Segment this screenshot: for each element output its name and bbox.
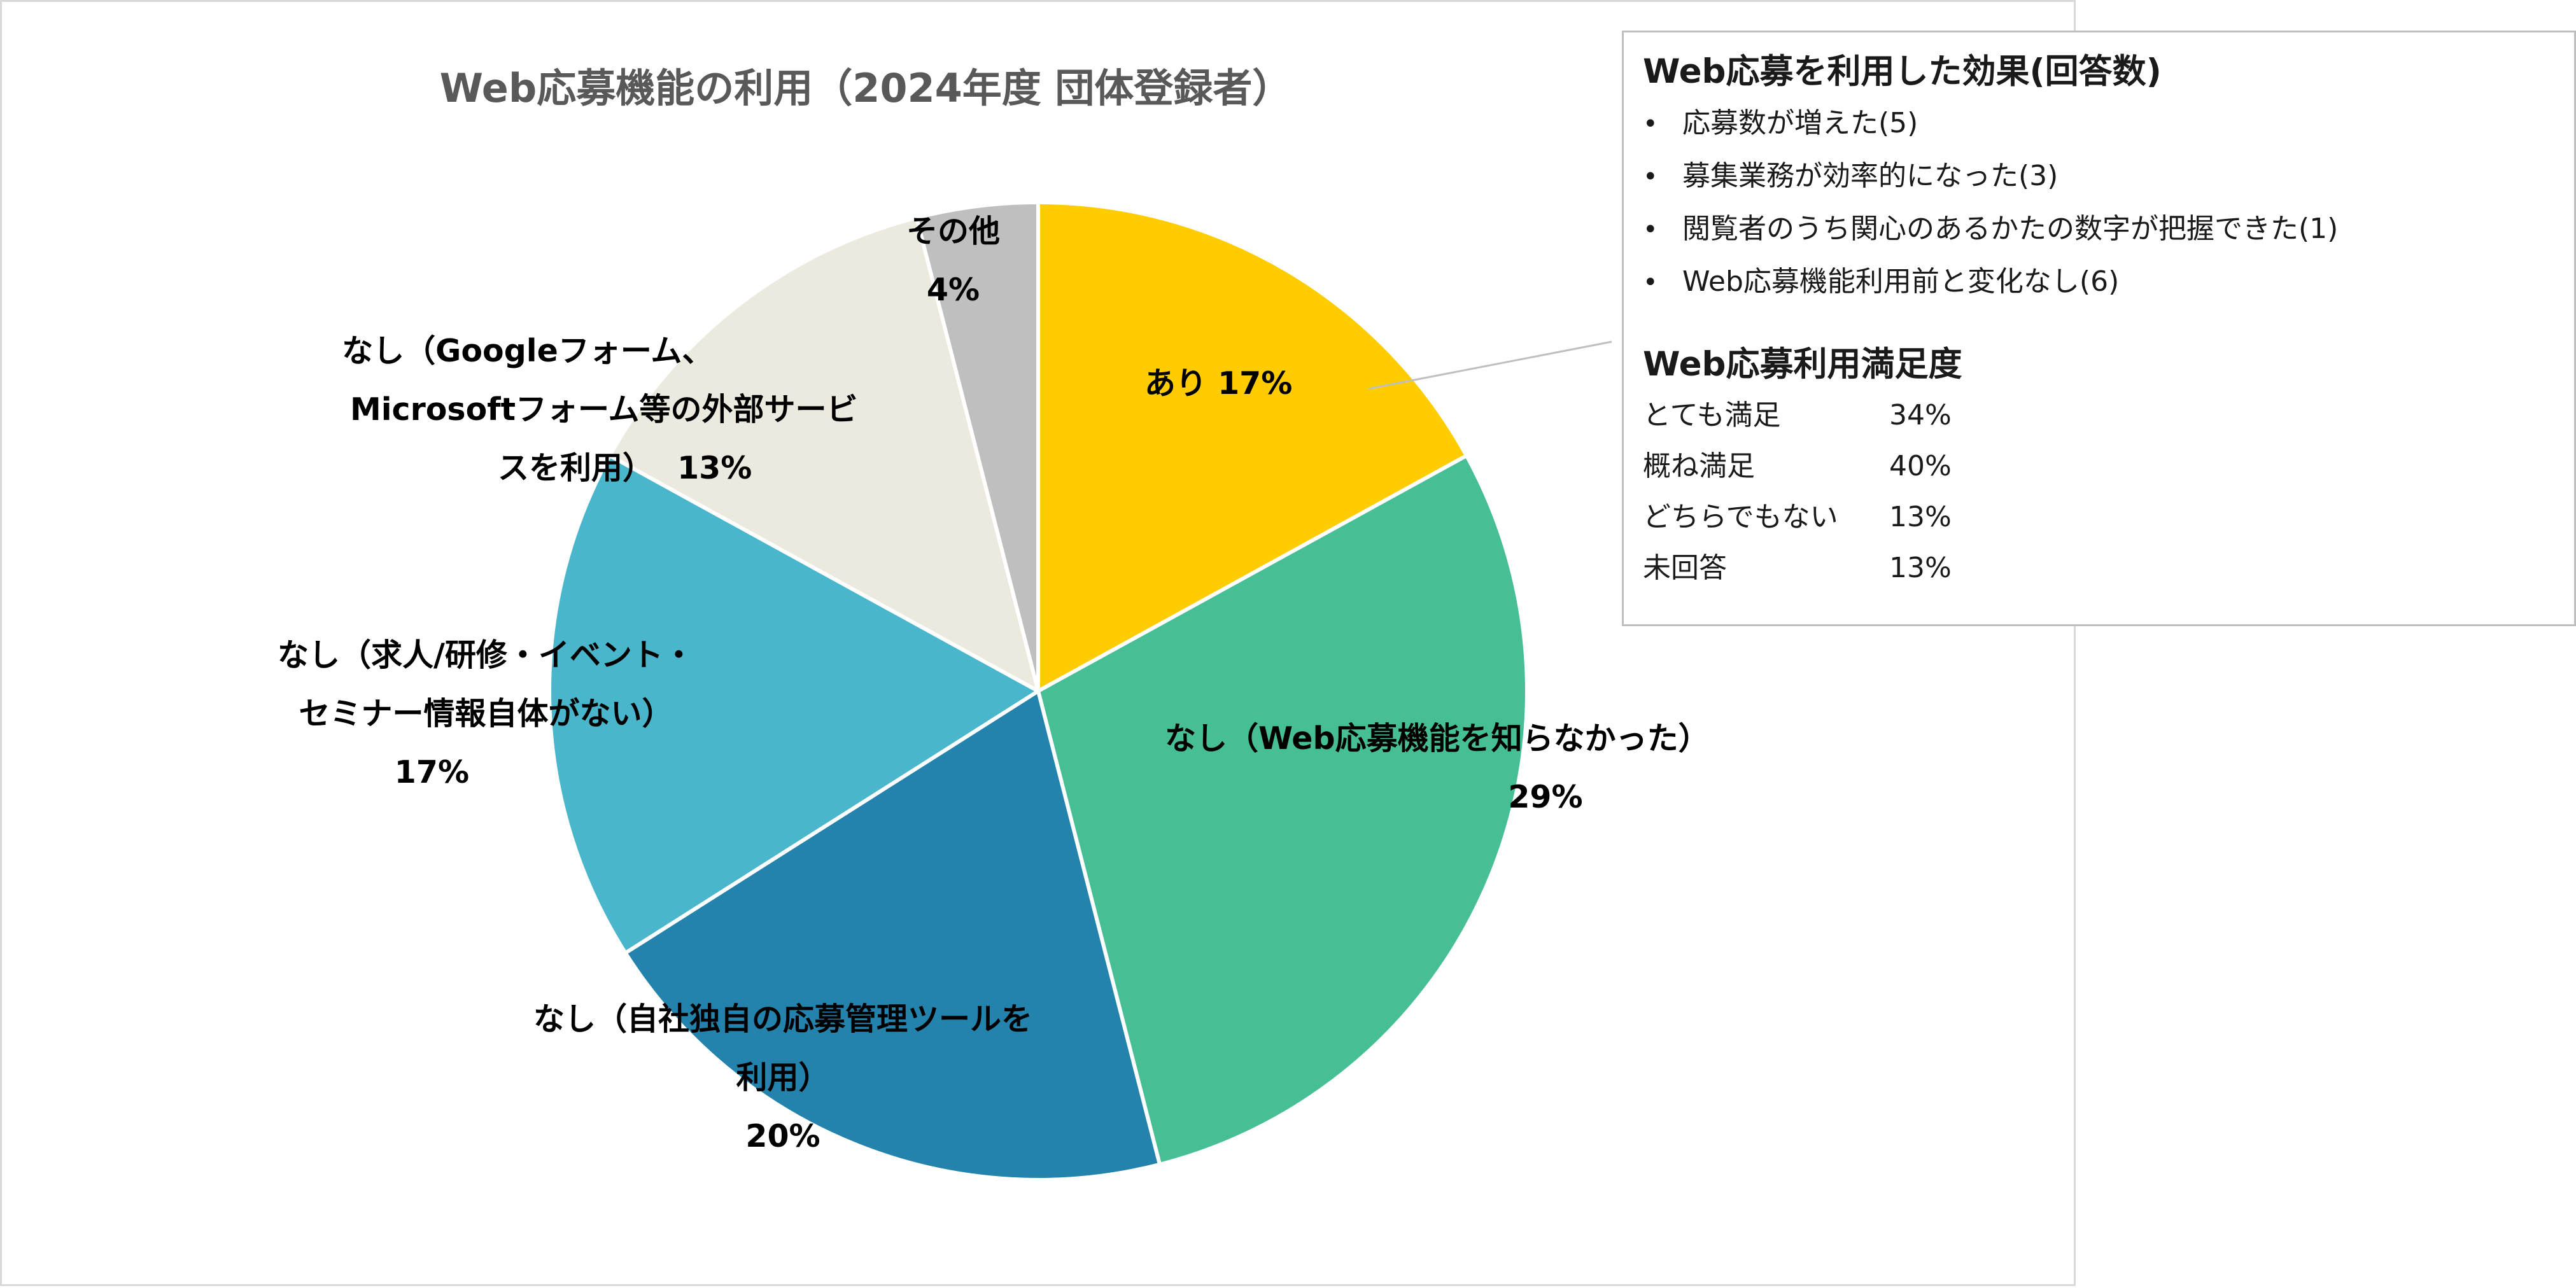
pie-slice-3: [547, 454, 1040, 955]
effect-text: Web応募機能利用前と変化なし(6): [1682, 265, 2120, 298]
chart-title: Web応募機能の利用（2024年度 団体登録者）: [439, 65, 1292, 111]
slice-label-no-info: なし（求人/研修・イベント・ セミナー情報自体がない） 17%: [278, 626, 694, 802]
satisfaction-label: 未回答: [1643, 552, 1727, 584]
pie-slice-2: [623, 689, 1162, 1182]
pie-slice-0: [1036, 200, 1468, 693]
satisfaction-row: 概ね満足 40%: [1643, 441, 2574, 492]
effects-info-box: Web応募を利用した効果(回答数) • 応募数が増えた(5) • 募集業務が効率的に…: [1622, 31, 2576, 626]
list-item: • 応募数が増えた(5): [1643, 97, 2574, 150]
list-item: • 閲覧者のうち関心のあるかたの数字が把握できた(1): [1643, 203, 2574, 256]
slice-label-value: 20%: [745, 1118, 820, 1154]
slice-label-text: あり: [1144, 365, 1207, 402]
satisfaction-row: 未回答 13%: [1643, 543, 2574, 594]
bullet-icon: •: [1643, 162, 1658, 192]
slice-label-text: なし（求人/研修・イベント・: [278, 637, 694, 673]
slice-label-value: 4%: [926, 272, 980, 308]
slice-label-external: なし（Googleフォーム、 Microsoftフォーム等の外部サービ: [342, 322, 858, 439]
slice-label-other: その他 4%: [906, 202, 1000, 319]
pie-slice-4: [607, 216, 1040, 693]
slice-label-value: 29%: [1508, 779, 1583, 815]
satisfaction-label: とても満足: [1643, 399, 1781, 431]
slice-label-value: 13%: [677, 450, 752, 486]
effects-list: • 応募数が増えた(5) • 募集業務が効率的になった(3) • 閲覧者のうち関心のあ…: [1643, 97, 2574, 309]
leader-line: [1368, 340, 1612, 390]
slice-label-value: 17%: [394, 754, 470, 790]
slice-label-external-line3: スを利用） 13%: [498, 439, 752, 498]
satisfaction-value: 34%: [1889, 399, 1952, 431]
slice-label-text: なし（Googleフォーム、: [342, 333, 714, 369]
satisfaction-heading: Web応募利用満足度: [1643, 345, 1962, 384]
effects-heading: Web応募を利用した効果(回答数): [1643, 52, 2162, 91]
satisfaction-value: 13%: [1889, 552, 1952, 584]
slice-label-unaware: なし（Web応募機能を知らなかった） 29%: [1165, 710, 1710, 827]
satisfaction-label: どちらでもない: [1643, 501, 1838, 533]
effect-text: 閲覧者のうち関心のあるかたの数字が把握できた(1): [1682, 213, 2339, 245]
slice-label-text: なし（自社独自の応募管理ツールを: [533, 1001, 1033, 1037]
slice-label-text: スを利用）: [498, 450, 654, 486]
slice-label-text: なし（Web応募機能を知らなかった）: [1165, 720, 1710, 757]
slice-label-text: セミナー情報自体がない）: [299, 696, 673, 732]
slice-label-text: その他: [906, 213, 1001, 249]
pie-slices: [547, 200, 1529, 1182]
satisfaction-value: 13%: [1889, 501, 1952, 533]
satisfaction-label: 概ね満足: [1643, 450, 1755, 482]
bullet-icon: •: [1643, 268, 1658, 297]
bullet-icon: •: [1643, 215, 1658, 244]
slice-label-own-tool: なし（自社独自の応募管理ツールを 利用） 20%: [533, 990, 1032, 1166]
satisfaction-row: とても満足 34%: [1643, 390, 2574, 441]
slice-label-value: 17%: [1218, 365, 1293, 402]
pie-slice-1: [1036, 454, 1529, 1166]
slice-label-ari: あり 17%: [1144, 354, 1292, 413]
list-item: • Web応募機能利用前と変化なし(6): [1643, 256, 2574, 309]
effect-text: 応募数が増えた(5): [1682, 107, 1918, 139]
list-item: • 募集業務が効率的になった(3): [1643, 150, 2574, 203]
satisfaction-row: どちらでもない 13%: [1643, 492, 2574, 543]
effect-text: 募集業務が効率的になった(3): [1682, 160, 2059, 192]
slice-label-text: Microsoftフォーム等の外部サービ: [350, 391, 858, 428]
satisfaction-value: 40%: [1889, 450, 1952, 482]
slice-label-text: 利用）: [736, 1060, 830, 1096]
bullet-icon: •: [1643, 109, 1658, 139]
pie-slice-5: [915, 200, 1040, 693]
